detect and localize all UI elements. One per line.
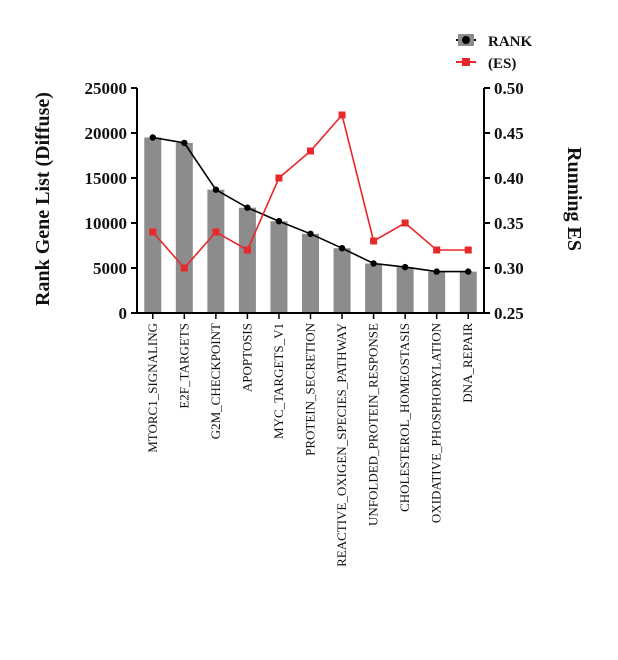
rank-point xyxy=(401,263,409,271)
x-tick-label: E2F_TARGETS xyxy=(176,323,191,409)
legend-es-marker xyxy=(462,58,470,66)
legend-rank-marker xyxy=(462,36,470,44)
es-point xyxy=(338,111,346,119)
bar-dna_repair xyxy=(459,271,477,313)
y2-tick-label: 0.35 xyxy=(494,214,524,233)
x-tick-label: OXIDATIVE_PHOSPHORYLATION xyxy=(429,322,444,523)
y-axis-title: Rank Gene List (Diffuse) xyxy=(32,92,54,306)
y2-tick-label: 0.40 xyxy=(494,169,524,188)
rank-point xyxy=(433,268,440,275)
x-tick-label: REACTIVE_OXIGEN_SPECIES_PATHWAY xyxy=(334,322,349,567)
y2-axis-title: Running ES xyxy=(563,147,585,251)
y-tick-label: 10000 xyxy=(85,214,128,233)
x-tick-label: CHOLESTEROL_HOMEOSTASIS xyxy=(397,323,412,512)
es-point xyxy=(243,246,251,254)
rank-point xyxy=(212,186,220,193)
legend-es-label: (ES) xyxy=(488,56,516,72)
plot-area: 0 5000 10000 15000 20000 25000 0.25 0.30 0.35 0.4… xyxy=(85,79,524,567)
bar-e2f_targets xyxy=(175,142,193,313)
es-point xyxy=(180,264,188,272)
x-tick-label: MTORC1_SIGNALING xyxy=(145,323,160,453)
es-point xyxy=(464,246,472,254)
legend: RANK (ES) xyxy=(456,34,532,72)
es-point xyxy=(307,147,314,155)
x-tick-label: MYC_TARGETS_V1 xyxy=(271,323,286,439)
y-tick-label: 5000 xyxy=(93,259,127,278)
legend-rank-label: RANK xyxy=(488,34,532,50)
x-tick-label: UNFOLDED_PROTEIN_RESPONSE xyxy=(366,323,381,526)
y2-tick-label: 0.50 xyxy=(494,79,524,98)
y-tick-label: 0 xyxy=(119,304,128,323)
x-tick-label: PROTEIN_SECRETION xyxy=(303,322,318,456)
es-point xyxy=(149,228,157,236)
y2-tick-label: 0.45 xyxy=(494,124,524,143)
rank-point xyxy=(149,134,156,141)
es-point xyxy=(212,228,220,236)
es-point xyxy=(401,219,409,227)
x-tick-label: APOPTOSIS xyxy=(239,323,254,392)
y-tick-label: 25000 xyxy=(85,79,128,98)
es-point xyxy=(370,237,378,245)
y2-tick-label: 0.25 xyxy=(494,304,524,323)
y-tick-label: 15000 xyxy=(85,169,128,188)
bar-protein_secretion xyxy=(302,233,319,313)
x-tick-label: DNA_REPAIR xyxy=(460,323,475,403)
rank-point xyxy=(307,230,314,237)
rank-point xyxy=(244,204,251,211)
bar-cholesterol_homeostasis xyxy=(396,267,414,313)
bar-mtorc1_signaling xyxy=(144,137,162,313)
rank-point xyxy=(370,260,377,267)
bar-g2m_checkpoint xyxy=(207,189,225,313)
rank-point xyxy=(275,218,283,225)
rank-point xyxy=(181,139,188,147)
bar-unfolded_protein_response xyxy=(365,263,383,313)
es-point xyxy=(275,174,283,182)
y-tick-label: 20000 xyxy=(85,124,128,143)
rank-point xyxy=(338,245,346,252)
bar-oxidative_phosphorylation xyxy=(428,271,446,313)
bar-reactive_oxigen_species_pathway xyxy=(333,248,351,313)
rank-point xyxy=(465,268,472,275)
bar-myc_targets_v1 xyxy=(270,221,288,313)
bar-apoptosis xyxy=(238,207,256,313)
y2-tick-label: 0.30 xyxy=(494,259,524,278)
es-point xyxy=(433,246,441,254)
x-tick-label: G2M_CHECKPOINT xyxy=(208,323,223,439)
